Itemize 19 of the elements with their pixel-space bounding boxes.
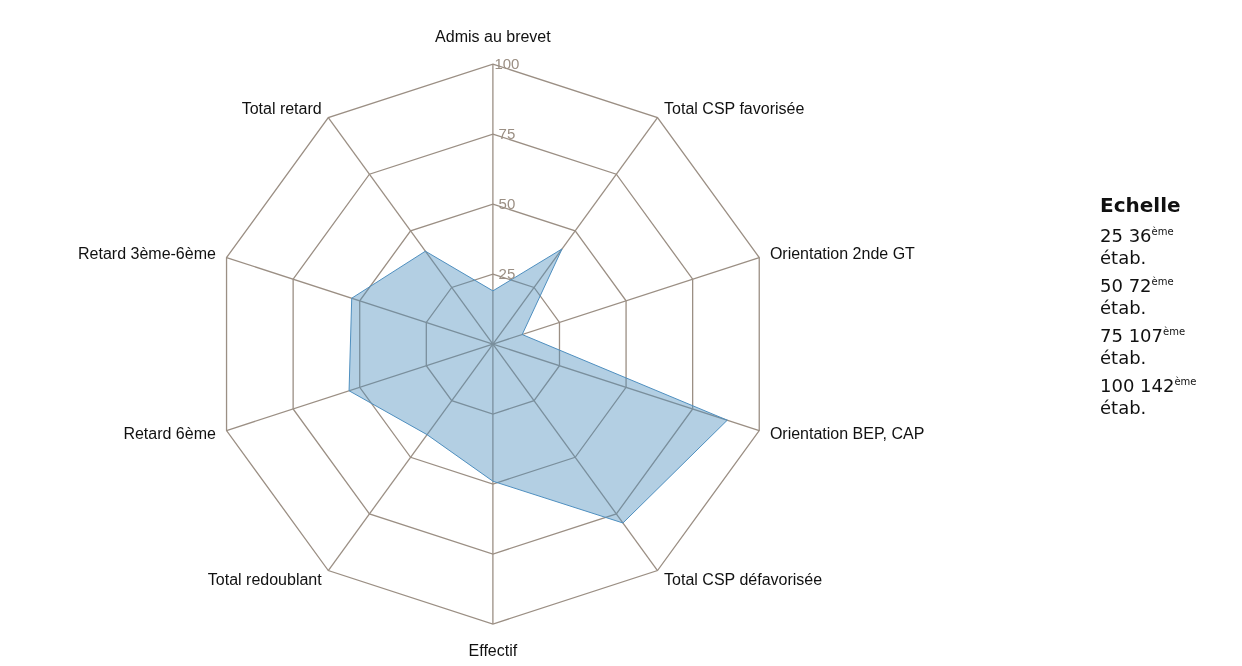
spoke-label: Retard 3ème-6ème: [78, 245, 216, 263]
text: 75 107$^{ème}$ étab.: [1100, 325, 1186, 368]
spoke-label: Orientation BEP, CAP: [769, 425, 925, 443]
text: 50 72$^{ème}$ étab.: [1100, 274, 1175, 319]
spoke-label: Total CSP favorisée: [664, 99, 805, 117]
text: Echelle: [1100, 193, 1182, 217]
spoke-label: Effectif: [468, 642, 518, 660]
y-tick-label: 100: [494, 55, 520, 73]
spoke-label: Total redoublant: [207, 570, 323, 588]
text: 100 142$^{ème}$ étab.: [1100, 375, 1197, 418]
spoke-label: Orientation 2nde GT: [769, 245, 916, 263]
spoke-label: Total retard: [241, 99, 322, 117]
spoke-label: Retard 6ème: [123, 425, 216, 443]
text: 25 36$^{ème}$ étab.: [1100, 224, 1175, 269]
y-tick-label: 75: [498, 125, 516, 143]
spoke-label: Total CSP défavorisée: [664, 570, 823, 588]
spoke-label: Admis au brevet: [435, 27, 552, 45]
y-tick-label: 25: [498, 265, 516, 283]
y-tick-label: 50: [498, 195, 516, 213]
